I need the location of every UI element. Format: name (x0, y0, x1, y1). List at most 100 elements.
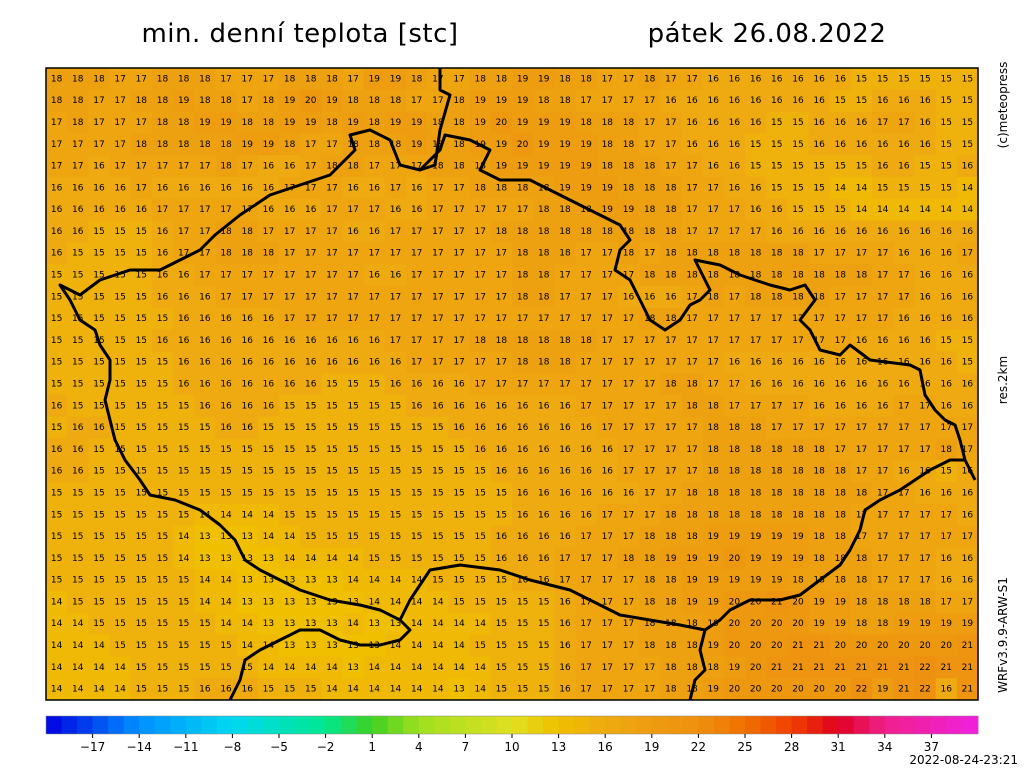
colorbar-segment (543, 716, 560, 734)
grid-cell (914, 133, 937, 156)
colorbar-segment (387, 716, 404, 734)
cell-value: 17 (475, 314, 486, 324)
grid-cell (766, 482, 788, 505)
grid-cell (596, 133, 619, 156)
grid-cell (88, 242, 111, 265)
grid-cell (829, 307, 852, 331)
cell-value: 16 (72, 183, 84, 193)
grid-cell (363, 264, 386, 287)
cell-value: 15 (390, 510, 401, 520)
cell-value: 16 (453, 401, 465, 411)
cell-value: 18 (580, 336, 592, 346)
cell-value: 17 (623, 423, 634, 433)
grid-cell (639, 329, 661, 352)
cell-value: 18 (792, 271, 804, 281)
colorbar-tick-label: −11 (173, 740, 198, 754)
grid-cell (702, 89, 725, 113)
cell-value: 16 (517, 401, 529, 411)
grid-cell (808, 89, 831, 113)
cell-value: 17 (326, 249, 337, 259)
grid-cell (67, 220, 89, 243)
cell-value: 16 (178, 271, 190, 281)
cell-value: 16 (898, 380, 910, 390)
grid-cell (469, 307, 492, 331)
grid-cell (46, 503, 68, 527)
colorbar-segment (651, 716, 668, 734)
grid-cell (723, 612, 746, 636)
cell-value: 15 (305, 488, 316, 498)
grid-cell (829, 155, 852, 178)
colorbar-segment (372, 716, 389, 734)
cell-value: 18 (686, 401, 698, 411)
cell-value: 17 (602, 74, 613, 84)
cell-value: 14 (835, 183, 847, 193)
grid-cell (384, 176, 407, 200)
grid-cell (914, 438, 937, 461)
grid-cell (745, 482, 767, 505)
cell-value: 16 (559, 532, 571, 542)
cell-value: 15 (263, 467, 274, 477)
cell-value: 17 (559, 576, 570, 586)
grid-cell (787, 416, 810, 439)
cell-value: 16 (919, 292, 931, 302)
cell-value: 15 (941, 140, 952, 150)
grid-cell (745, 503, 767, 527)
grid-cell (257, 503, 280, 527)
grid-cell (279, 373, 301, 396)
grid-cell (279, 89, 301, 113)
cell-value: 13 (347, 663, 358, 673)
grid-cell (384, 220, 407, 243)
cell-value: 17 (898, 576, 909, 586)
cell-value: 15 (93, 249, 104, 259)
cell-value: 16 (962, 488, 974, 498)
cell-value: 17 (326, 314, 337, 324)
cell-value: 18 (623, 554, 635, 564)
cell-value: 18 (559, 96, 571, 106)
grid-cell (787, 68, 810, 91)
grid-cell (194, 176, 216, 200)
grid-cell (67, 329, 89, 352)
grid-cell (829, 220, 852, 243)
grid-cell (893, 503, 915, 527)
grid-cell (723, 460, 746, 483)
cell-value: 21 (792, 641, 803, 651)
cell-value: 17 (475, 292, 486, 302)
cell-value: 19 (708, 685, 720, 695)
grid-cell (639, 656, 661, 679)
grid-cell (935, 373, 958, 396)
colorbar-segment (449, 716, 466, 734)
cell-value: 14 (369, 597, 381, 607)
grid-cell (808, 460, 831, 483)
cell-value: 15 (72, 576, 83, 586)
grid-cell (956, 525, 979, 548)
cell-value: 15 (136, 292, 147, 302)
grid-cell (363, 438, 386, 461)
grid-cell (681, 482, 704, 505)
cell-value: 15 (136, 597, 147, 607)
grid-cell (448, 89, 471, 113)
grid-cell (723, 634, 746, 657)
grid-cell (639, 678, 661, 701)
cell-value: 17 (813, 423, 824, 433)
cell-value: 16 (580, 488, 592, 498)
grid-cell (829, 198, 852, 222)
grid-cell (88, 678, 111, 701)
cell-value: 14 (411, 576, 423, 586)
cell-value: 19 (390, 74, 402, 84)
cell-value: 16 (792, 380, 804, 390)
grid-cell (448, 155, 471, 178)
grid-cell (639, 264, 661, 287)
cell-value: 18 (877, 619, 889, 629)
cell-value: 15 (114, 380, 125, 390)
grid-cell (173, 591, 195, 614)
grid-cell (596, 678, 619, 701)
grid-cell (554, 460, 577, 483)
grid-cell (363, 678, 386, 701)
cell-value: 13 (242, 554, 253, 564)
cell-value: 18 (284, 140, 296, 150)
grid-cell (850, 394, 873, 418)
grid-cell (639, 503, 661, 527)
grid-cell (850, 220, 873, 243)
grid-cell (363, 307, 386, 331)
grid-cell (745, 68, 767, 91)
